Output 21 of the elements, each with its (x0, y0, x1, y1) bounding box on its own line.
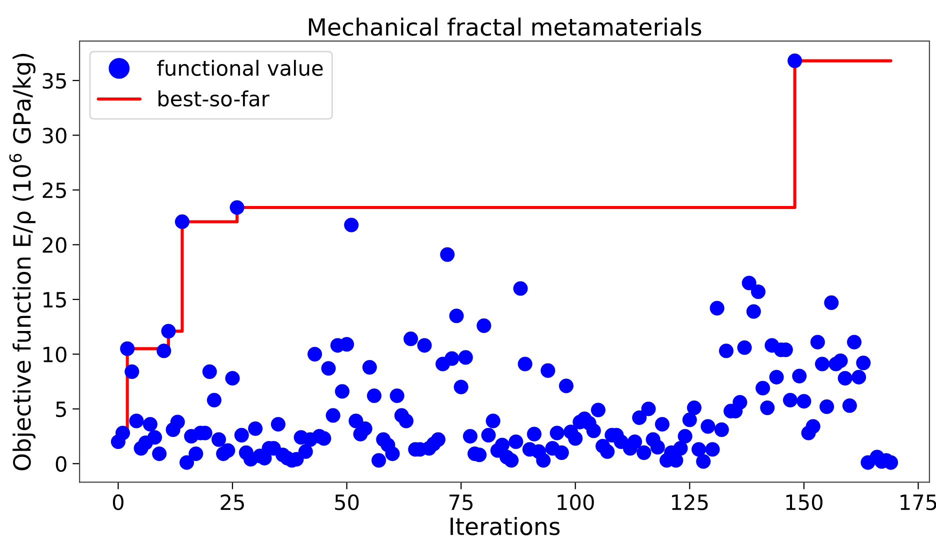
x-tick-label: 125 (672, 494, 708, 510)
y-tick-label: 20 (42, 237, 66, 253)
chart-title: Mechanical fractal metamaterials (308, 18, 702, 36)
y-tick-label: 10 (44, 346, 66, 362)
y-axis-title: Objective function E/ρ (10$^{6}$ GPa/kg) (9, 54, 36, 470)
legend-label: functional value (157, 60, 323, 76)
y-tick-label: 0 (56, 456, 66, 472)
x-tick-label: 175 (900, 494, 936, 510)
x-axis-title: Iterations (450, 516, 560, 536)
y-tick-label: 30 (42, 128, 66, 144)
y-tick-label: 15 (44, 292, 66, 308)
x-tick-label: 75 (450, 494, 473, 510)
x-tick-label: 150 (786, 494, 822, 510)
legend-label: best-so-far (158, 90, 270, 107)
y-tick-label: 35 (42, 72, 66, 89)
x-tick-label: 50 (335, 494, 359, 510)
x-tick-label: 100 (558, 494, 594, 510)
y-tick-label: 5 (56, 402, 66, 418)
x-tick-label: 0 (112, 494, 124, 510)
y-tick-label: 25 (42, 182, 66, 198)
x-tick-label: 25 (220, 494, 244, 510)
